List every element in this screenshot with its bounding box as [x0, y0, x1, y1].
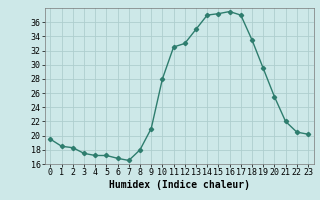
X-axis label: Humidex (Indice chaleur): Humidex (Indice chaleur) — [109, 180, 250, 190]
